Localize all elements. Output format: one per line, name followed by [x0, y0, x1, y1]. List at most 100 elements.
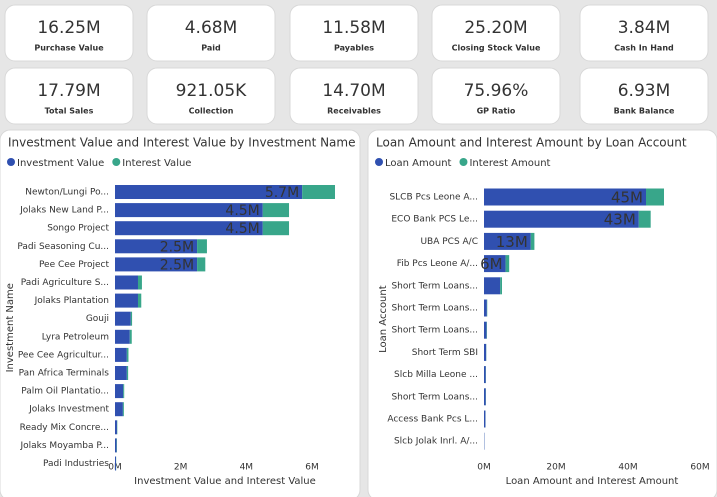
bar-segment: [137, 275, 142, 290]
kpi-label: Total Sales: [45, 107, 94, 116]
y-tick-label: Jolaks Plantation: [34, 296, 109, 306]
data-label: 43M: [604, 211, 636, 229]
bar-segment: [484, 210, 639, 228]
y-tick-label: Palm Oil Plantatio...: [21, 387, 109, 397]
legend-label: Interest Amount: [469, 158, 550, 169]
y-axis-title: Loan Account: [378, 285, 389, 353]
y-tick-label: Padi Agriculture S...: [21, 278, 109, 288]
kpi-value: 25.20M: [464, 18, 527, 38]
bar-segment: [484, 321, 487, 339]
bar-segment: [115, 239, 198, 254]
y-tick-label: Padi Seasoning Cu...: [17, 242, 109, 252]
y-tick-label: UBA PCS A/C: [420, 237, 478, 247]
bar-segment: [484, 255, 506, 273]
bar-segment: [115, 257, 198, 272]
bar-segment: [530, 232, 535, 250]
y-tick-label: Short Term Loans...: [391, 392, 478, 402]
bar-segment: [115, 456, 116, 471]
y-tick-label: Slcb Milla Leone ...: [394, 370, 478, 380]
bar-segment: [197, 257, 206, 272]
chart-title: Investment Value and Interest Value by I…: [8, 136, 355, 150]
kpi-card: [289, 67, 419, 125]
data-label: 13M: [496, 233, 528, 251]
y-tick-label: Pee Cee Project: [39, 260, 110, 270]
bar-segment: [115, 438, 117, 453]
bar-segment: [484, 277, 501, 295]
y-tick-label: Access Bank Pcs L...: [387, 415, 478, 425]
y-tick-label: Short Term Loans...: [391, 281, 478, 291]
kpi-value: 75.96%: [464, 81, 529, 101]
bar-segment: [505, 255, 510, 273]
bar-segment: [137, 293, 142, 308]
legend-marker: [459, 158, 468, 166]
kpi-label: Cash In Hand: [614, 44, 674, 53]
y-tick-label: Jolaks Moyamba P...: [19, 441, 109, 451]
y-tick-label: Newton/Lungi Po...: [25, 188, 109, 198]
legend-label: Investment Value: [17, 158, 104, 169]
bar-segment: [197, 239, 207, 254]
bar-segment: [115, 347, 127, 362]
x-axis-title: Investment Value and Interest Value: [134, 476, 316, 487]
bar-segment: [115, 185, 303, 199]
bar-segment: [484, 366, 486, 384]
y-tick-label: Fib Pcs Leone A/...: [397, 259, 478, 269]
y-tick-label: Jolaks Investment: [28, 405, 109, 415]
data-label: 5.7M: [265, 185, 299, 201]
kpi-card: [431, 4, 561, 62]
kpi-value: 11.58M: [322, 18, 385, 38]
kpi-value: 17.79M: [37, 81, 100, 101]
legend-label: Interest Value: [122, 158, 191, 169]
y-tick-label: Padi Industries: [43, 459, 109, 469]
x-tick-label: 0M: [477, 463, 491, 473]
kpi-value: 921.05K: [176, 81, 247, 101]
x-tick-label: 20M: [546, 463, 565, 473]
bar-segment: [484, 343, 487, 361]
y-tick-label: Songo Project: [47, 224, 109, 234]
y-tick-label: Gouji: [86, 314, 109, 324]
kpi-label: Paid: [201, 44, 221, 53]
bar-segment: [115, 293, 138, 308]
bar-segment: [484, 188, 646, 206]
kpi-card: [579, 4, 709, 62]
x-tick-label: 6M: [305, 463, 319, 473]
bar-segment: [638, 210, 651, 228]
bar-segment: [130, 311, 133, 326]
y-axis-title: Investment Name: [5, 283, 16, 372]
kpi-card: [146, 67, 276, 125]
y-tick-label: ECO Bank PCS Le...: [391, 215, 478, 225]
bar-segment: [123, 384, 125, 399]
y-tick-label: Short Term SBI: [412, 348, 478, 358]
x-tick-label: 40M: [618, 463, 637, 473]
kpi-label: GP Ratio: [477, 107, 516, 116]
bar-segment: [484, 232, 531, 250]
bar-segment: [115, 203, 263, 218]
kpi-label: Closing Stock Value: [452, 44, 541, 53]
legend-marker: [7, 158, 15, 166]
data-label: 6M: [480, 255, 503, 273]
y-tick-label: Pan Africa Terminals: [19, 369, 110, 379]
x-tick-label: 60M: [690, 463, 709, 473]
kpi-card: [4, 67, 134, 125]
y-tick-label: Short Term Loans...: [391, 326, 478, 336]
data-label: 4.5M: [225, 221, 259, 237]
y-tick-label: Slcb Jolak Inrl. A/...: [394, 437, 478, 447]
bar-segment: [484, 410, 486, 428]
x-tick-label: 2M: [174, 463, 188, 473]
kpi-card: [579, 67, 709, 125]
bar-segment: [115, 420, 117, 435]
y-tick-label: Pee Cee Agricultur...: [18, 350, 109, 360]
bar-segment: [129, 329, 132, 344]
kpi-value: 6.93M: [618, 81, 671, 101]
legend-marker: [375, 158, 383, 166]
kpi-card: [4, 4, 134, 62]
data-label: 2.5M: [160, 239, 194, 255]
kpi-label: Collection: [189, 107, 234, 116]
kpi-label: Payables: [334, 44, 374, 53]
bar-segment: [115, 275, 138, 290]
kpi-card: [431, 67, 561, 125]
bar-segment: [115, 329, 130, 344]
kpi-card: [146, 4, 276, 62]
bar-segment: [126, 347, 129, 362]
y-tick-label: Ready Mix Concre...: [20, 423, 109, 433]
kpi-label: Receivables: [327, 107, 381, 116]
